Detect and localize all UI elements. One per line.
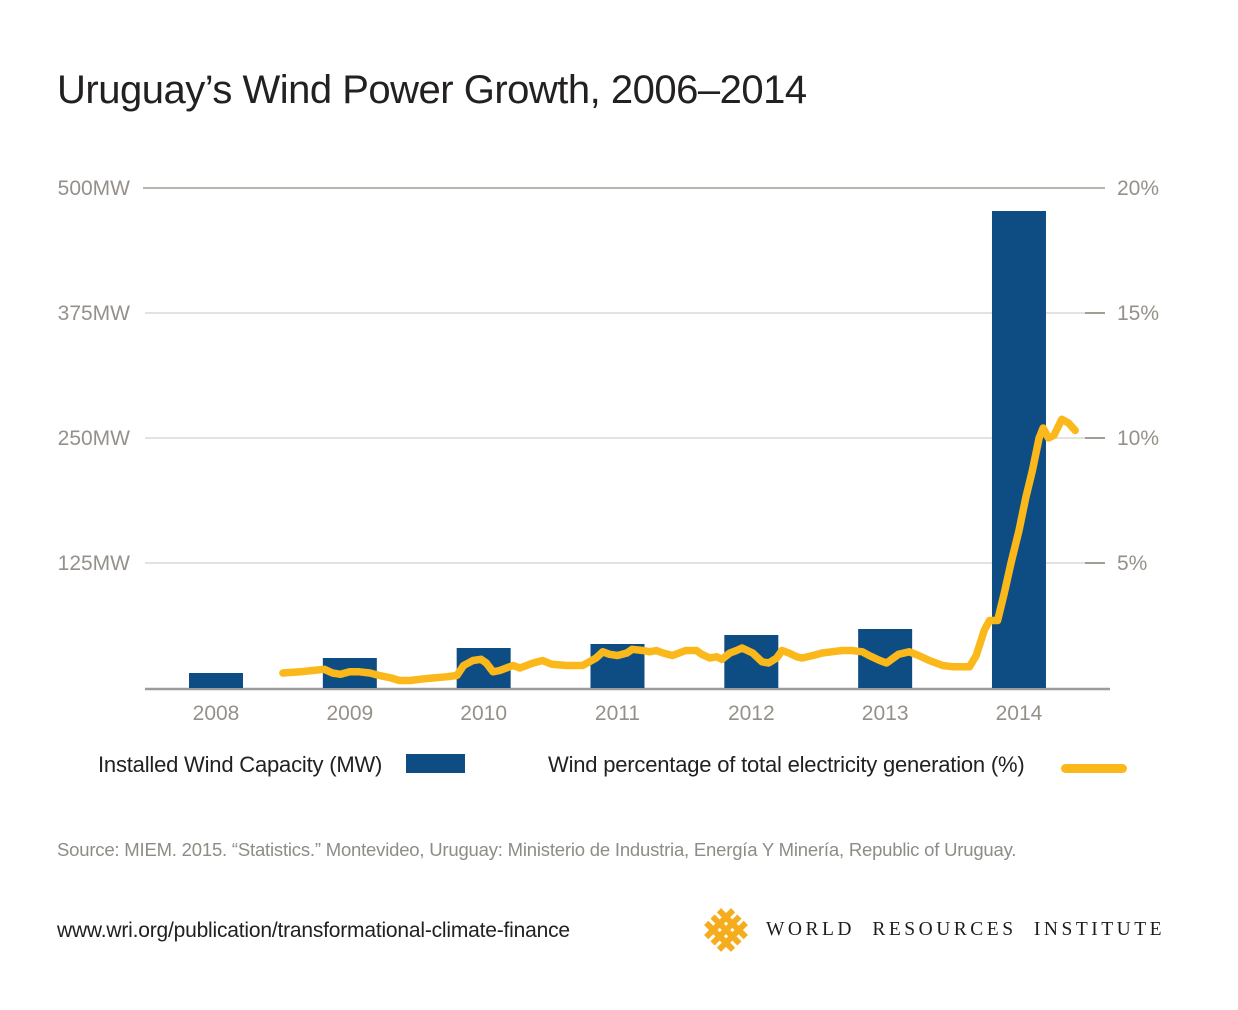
x-axis-label-2012: 2012 bbox=[728, 702, 775, 725]
legend-label-installed-capacity: Installed Wind Capacity (MW) bbox=[98, 752, 383, 777]
wri-weave-icon bbox=[704, 908, 748, 952]
left-axis-tick-label: 250MW bbox=[58, 427, 131, 450]
chart-title: Uruguay’s Wind Power Growth, 2006–2014 bbox=[57, 68, 807, 112]
left-axis-tick-label: 500MW bbox=[58, 177, 131, 200]
bar-2008 bbox=[189, 673, 243, 688]
x-axis-label-2008: 2008 bbox=[193, 702, 240, 725]
right-axis-tick-label: 5% bbox=[1117, 552, 1147, 575]
x-axis-label-2013: 2013 bbox=[862, 702, 909, 725]
x-axis-label-2014: 2014 bbox=[996, 702, 1043, 725]
right-axis-tick-label: 20% bbox=[1117, 177, 1159, 200]
wri-logo-text: WORLD RESOURCES INSTITUTE bbox=[766, 919, 1166, 940]
source-note: Source: MIEM. 2015. “Statistics.” Montev… bbox=[57, 839, 1017, 860]
x-axis-label-2011: 2011 bbox=[595, 702, 640, 725]
left-axis-tick-label: 125MW bbox=[58, 552, 131, 575]
x-axis-label-2009: 2009 bbox=[326, 702, 373, 725]
right-axis-tick-label: 15% bbox=[1117, 302, 1159, 325]
x-axis-label-2010: 2010 bbox=[460, 702, 507, 725]
legend-swatch-bar bbox=[406, 754, 465, 773]
right-axis-tick-label: 10% bbox=[1117, 427, 1159, 450]
legend-swatch-line bbox=[1061, 764, 1127, 773]
footer-url: www.wri.org/publication/transformational… bbox=[57, 919, 570, 942]
wind-percentage-line bbox=[279, 415, 1079, 685]
wri-logo: WORLD RESOURCES INSTITUTE bbox=[699, 903, 1165, 957]
left-axis-tick-label: 375MW bbox=[58, 302, 131, 325]
legend-label-wind-percentage: Wind percentage of total electricity gen… bbox=[548, 752, 1025, 777]
